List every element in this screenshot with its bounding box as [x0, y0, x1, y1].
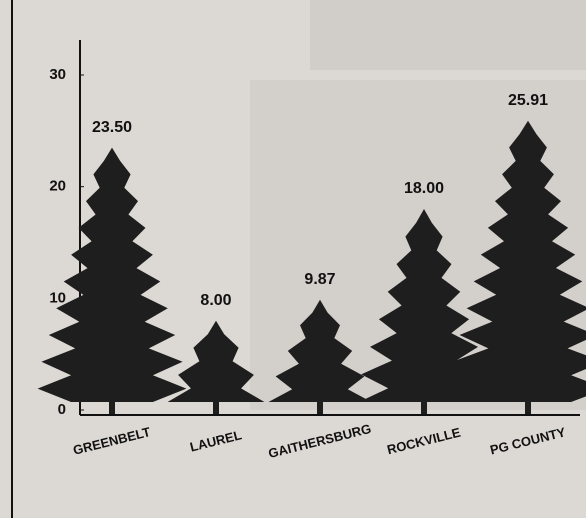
chart: 010203023.50GREENBELT8.00LAUREL9.87GAITH… — [0, 0, 586, 518]
y-tick-label: 10 — [49, 289, 66, 306]
y-tick-label: 0 — [58, 401, 66, 418]
value-label: 9.87 — [304, 271, 335, 288]
y-tick-label: 20 — [49, 178, 66, 195]
value-label: 23.50 — [92, 119, 132, 136]
newsprint-shade — [310, 0, 586, 70]
page: 010203023.50GREENBELT8.00LAUREL9.87GAITH… — [0, 0, 586, 518]
value-label: 18.00 — [404, 180, 444, 197]
value-label: 8.00 — [200, 292, 231, 309]
value-label: 25.91 — [508, 92, 548, 109]
y-tick-label: 30 — [49, 66, 66, 83]
